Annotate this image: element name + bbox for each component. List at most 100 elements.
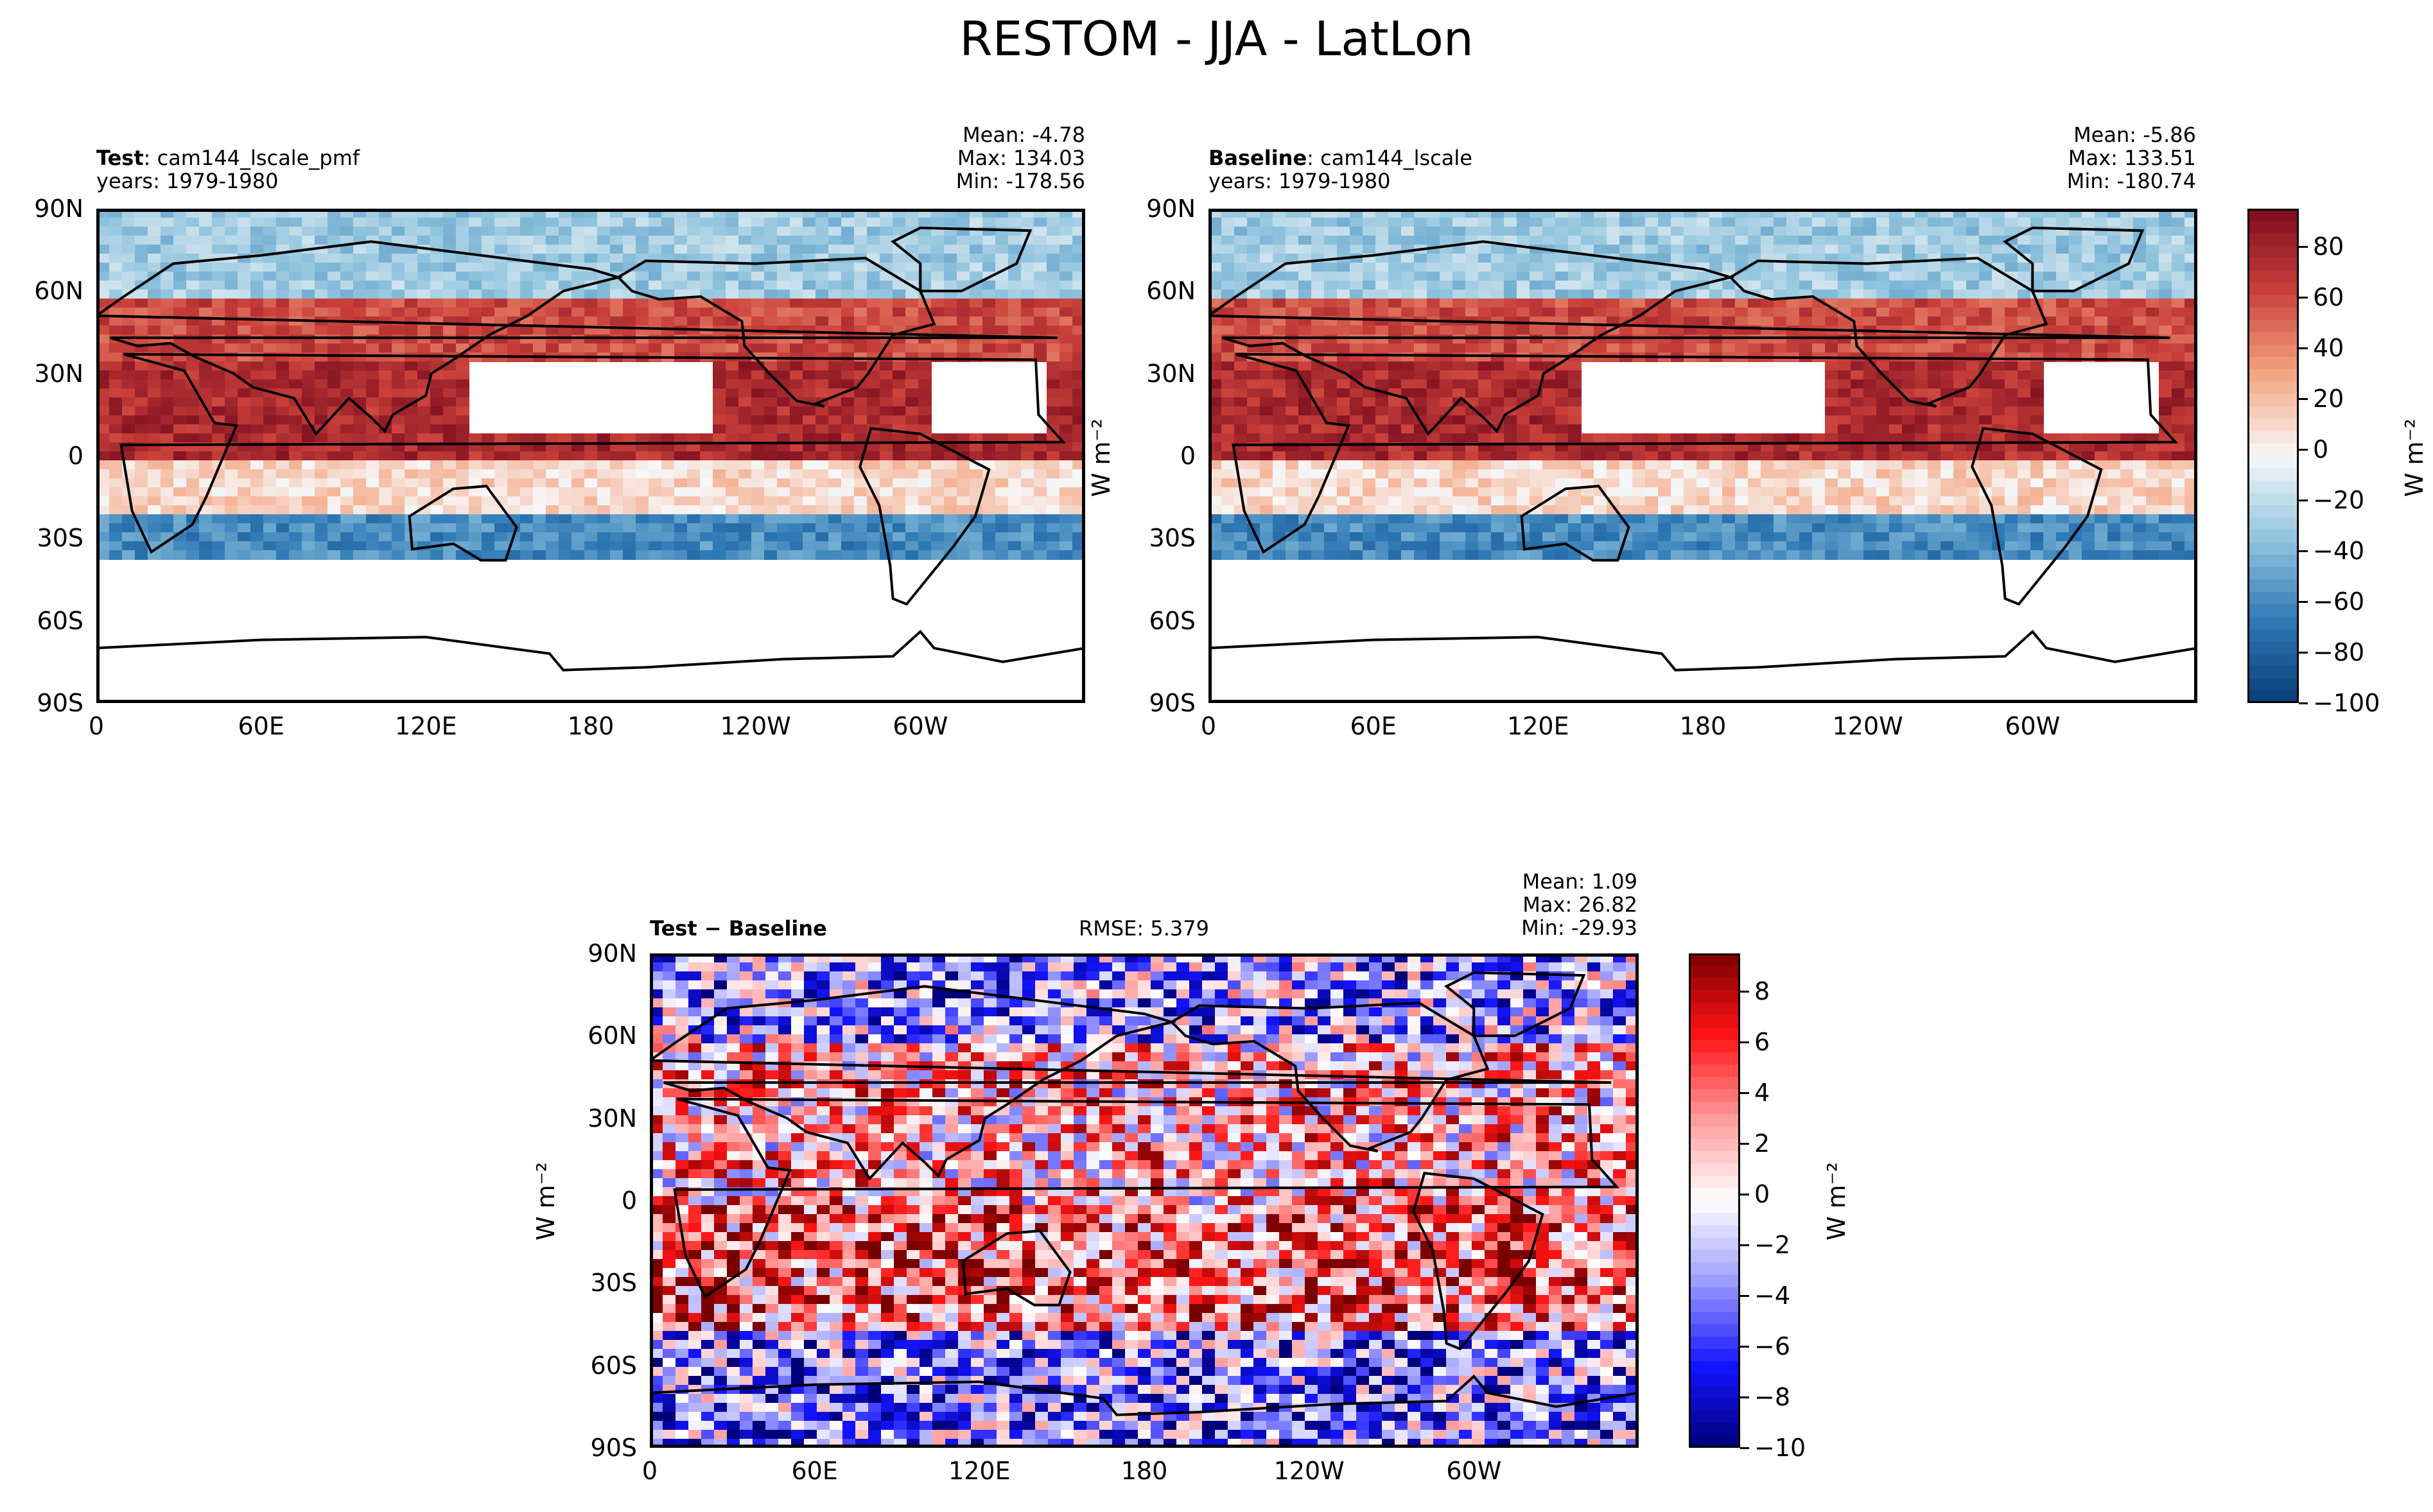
test-cell xyxy=(315,236,328,245)
test-cell xyxy=(700,433,713,443)
test-cell xyxy=(443,281,457,290)
test-cell xyxy=(944,478,957,488)
test-cell xyxy=(610,460,624,470)
baseline-cell xyxy=(1915,236,1928,245)
baseline-cell xyxy=(1208,263,1222,272)
baseline-cell xyxy=(1247,326,1260,335)
test-cell xyxy=(584,532,598,542)
test-cell xyxy=(1008,487,1022,497)
test-cell xyxy=(636,343,649,353)
test-cell xyxy=(880,388,893,398)
test-cell xyxy=(1008,532,1022,542)
test-cell xyxy=(327,299,341,308)
baseline-cell xyxy=(1658,326,1671,335)
test-cell xyxy=(623,254,636,263)
test-cell xyxy=(340,281,354,290)
test-cell xyxy=(584,469,598,479)
baseline-cell xyxy=(1953,245,1967,254)
test-cell xyxy=(533,218,546,227)
test-cell xyxy=(392,263,405,272)
test-cell xyxy=(700,496,713,506)
baseline-cell xyxy=(1530,227,1543,236)
test-cell xyxy=(366,281,379,290)
baseline-cell xyxy=(1799,343,1813,353)
test-cell xyxy=(687,523,701,533)
test-cell xyxy=(186,281,200,290)
baseline-cell xyxy=(1838,299,1851,308)
test-cell xyxy=(302,254,315,263)
test-cell xyxy=(803,245,816,254)
test-cell xyxy=(610,478,624,488)
test-cell xyxy=(610,263,624,272)
test-cell xyxy=(302,227,315,236)
baseline-cell xyxy=(1671,343,1684,353)
test-cell xyxy=(854,478,868,488)
test-cell xyxy=(533,245,546,254)
test-cell xyxy=(353,299,367,308)
test-cell xyxy=(494,272,508,281)
test-cell xyxy=(764,361,778,371)
test-cell xyxy=(482,451,495,461)
test-cell xyxy=(918,496,932,506)
test-cell xyxy=(122,326,135,335)
test-cell xyxy=(726,478,739,488)
baseline-cell xyxy=(1902,272,1915,281)
baseline-cell xyxy=(1632,245,1646,254)
test-cell xyxy=(918,442,932,452)
test-cell xyxy=(687,433,701,443)
test-cell xyxy=(520,299,534,308)
test-cell xyxy=(1034,326,1047,335)
baseline-cell xyxy=(1838,272,1851,281)
test-cell xyxy=(250,370,264,380)
test-cell xyxy=(289,460,302,470)
test-cell xyxy=(944,254,957,263)
test-cell xyxy=(815,361,829,371)
test-cell xyxy=(109,361,123,371)
test-cell xyxy=(828,245,842,254)
test-cell xyxy=(610,451,624,461)
test-cell xyxy=(238,343,251,353)
baseline-cell xyxy=(1273,281,1286,290)
test-cell xyxy=(957,263,970,272)
test-cell xyxy=(238,290,251,299)
test-cell xyxy=(199,379,213,389)
test-cell xyxy=(340,523,354,533)
baseline-cell xyxy=(1851,218,1864,227)
baseline-cell xyxy=(1530,281,1543,290)
test-cell xyxy=(687,514,701,524)
test-cell xyxy=(225,496,238,506)
baseline-cell xyxy=(1979,299,1993,308)
test-cell xyxy=(250,218,264,227)
baseline-cell xyxy=(1645,343,1659,353)
test-cell xyxy=(340,254,354,263)
baseline-cell xyxy=(1234,227,1248,236)
test-cell xyxy=(957,317,970,326)
baseline-cell xyxy=(1286,245,1299,254)
baseline-cell xyxy=(2082,272,2095,281)
test-cell xyxy=(944,442,957,452)
test-cell xyxy=(790,343,803,353)
test-cell xyxy=(559,218,572,227)
test-cell xyxy=(366,469,379,479)
test-cell xyxy=(327,487,341,497)
test-cell xyxy=(225,532,238,542)
test-cell xyxy=(841,236,855,245)
test-cell xyxy=(623,317,636,326)
test-cell xyxy=(443,379,457,389)
test-cell xyxy=(1047,505,1060,515)
test-cell xyxy=(828,469,842,479)
baseline-cell xyxy=(1427,263,1440,272)
test-cell xyxy=(173,514,187,524)
test-cell xyxy=(957,326,970,335)
test-cell xyxy=(122,451,135,461)
baseline-cell xyxy=(1594,290,1607,299)
test-cell xyxy=(610,523,624,533)
test-cell xyxy=(250,415,264,425)
baseline-cell xyxy=(1696,227,1710,236)
baseline-cell xyxy=(2005,317,2018,326)
test-cell xyxy=(764,317,778,326)
test-cell xyxy=(571,505,585,515)
test-cell xyxy=(1060,227,1073,236)
baseline-cell xyxy=(1915,308,1928,317)
test-cell xyxy=(263,487,277,497)
